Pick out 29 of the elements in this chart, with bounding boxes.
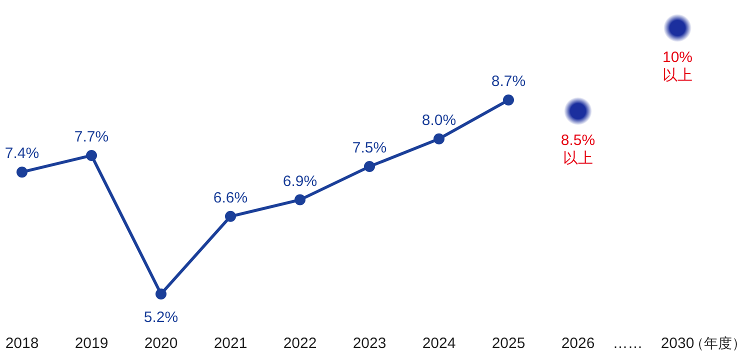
point <box>503 94 514 106</box>
data-label: 7.7% <box>74 128 109 146</box>
point <box>156 288 166 300</box>
data-label: 7.5% <box>352 140 387 157</box>
x-tick-label: 2018 <box>5 335 39 352</box>
data-label: 6.6% <box>213 189 248 206</box>
x-tick-label: 2024 <box>422 335 456 352</box>
point <box>434 133 444 144</box>
text: …… <box>612 335 643 352</box>
x-tick-label: 2021 <box>214 335 248 352</box>
point <box>225 210 236 222</box>
x-tick-label: 2023 <box>352 335 386 352</box>
data-label: 10% 以上 <box>662 49 693 84</box>
point <box>364 161 375 172</box>
data-label: 5.2% <box>144 309 178 326</box>
x-tick-label: 2026 <box>561 335 595 352</box>
point <box>564 97 592 126</box>
data-label: 8.7% <box>491 73 526 90</box>
data-label: 6.9% <box>282 172 318 190</box>
x-tick-label: 2019 <box>74 335 108 352</box>
x-tick-label: 2022 <box>283 335 317 352</box>
point <box>16 166 28 178</box>
data-label: 8.5% 以上 <box>560 132 596 168</box>
point <box>86 150 97 161</box>
x-tick-label: 2025 <box>492 335 526 352</box>
point <box>294 194 306 206</box>
data-label: 8.0% <box>422 112 456 129</box>
x-tick-label: 2020 <box>144 335 178 352</box>
data-label: 7.4% <box>4 145 40 162</box>
